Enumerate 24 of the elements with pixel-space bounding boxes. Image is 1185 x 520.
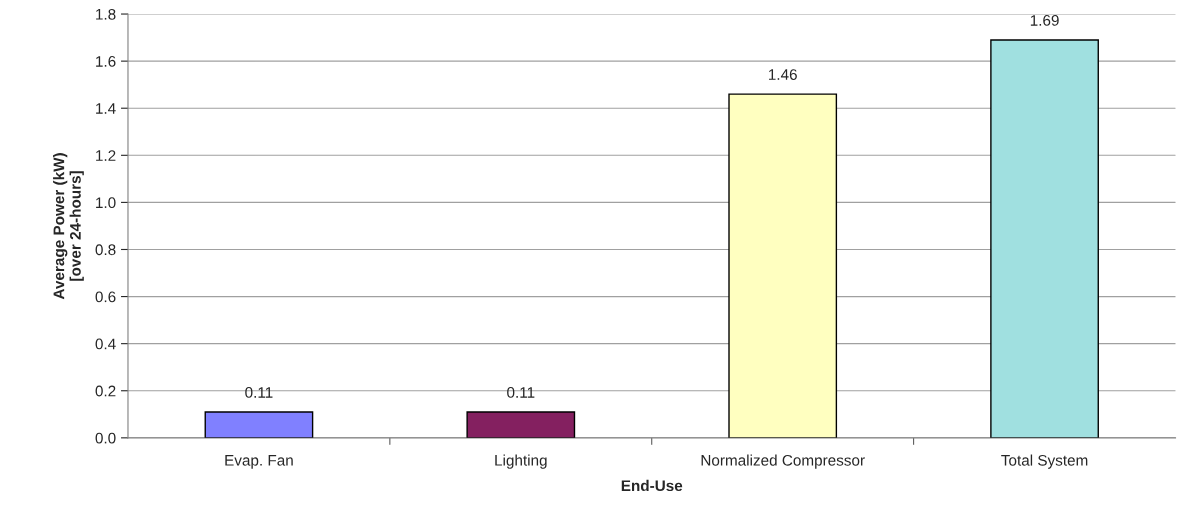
y-tick-label: 1.0 bbox=[96, 197, 116, 209]
y-axis-title: Average Power (kW) [over 24-hours] bbox=[53, 153, 84, 300]
y-tick-label: 1.6 bbox=[96, 56, 116, 67]
x-axis-title: End-Use bbox=[621, 479, 683, 492]
y-tick-label: 1.2 bbox=[96, 150, 116, 161]
x-tick-label: Lighting bbox=[495, 454, 547, 469]
y-tick-label: 0.6 bbox=[95, 291, 116, 303]
y-tick-label: 0.2 bbox=[95, 385, 116, 397]
data-label: 0.11 bbox=[245, 386, 273, 398]
y-tick-label: 0.0 bbox=[95, 432, 116, 444]
data-label: 1.69 bbox=[1030, 14, 1059, 26]
x-tick-label: Evap. Fan bbox=[225, 455, 293, 469]
y-tick-label: 0.8 bbox=[95, 244, 116, 256]
data-label: 1.46 bbox=[768, 69, 797, 80]
y-tick-label: 1.4 bbox=[96, 103, 116, 114]
y-tick-label: 1.8 bbox=[96, 8, 116, 20]
x-tick-label: Total System bbox=[1001, 454, 1088, 469]
bar bbox=[728, 93, 838, 438]
bar bbox=[466, 411, 576, 438]
bar bbox=[204, 411, 314, 438]
y-tick-label: 0.4 bbox=[95, 338, 116, 350]
bar bbox=[990, 39, 1099, 438]
data-label: 0.11 bbox=[507, 386, 535, 398]
x-tick-label: Normalized Compressor bbox=[701, 454, 865, 469]
